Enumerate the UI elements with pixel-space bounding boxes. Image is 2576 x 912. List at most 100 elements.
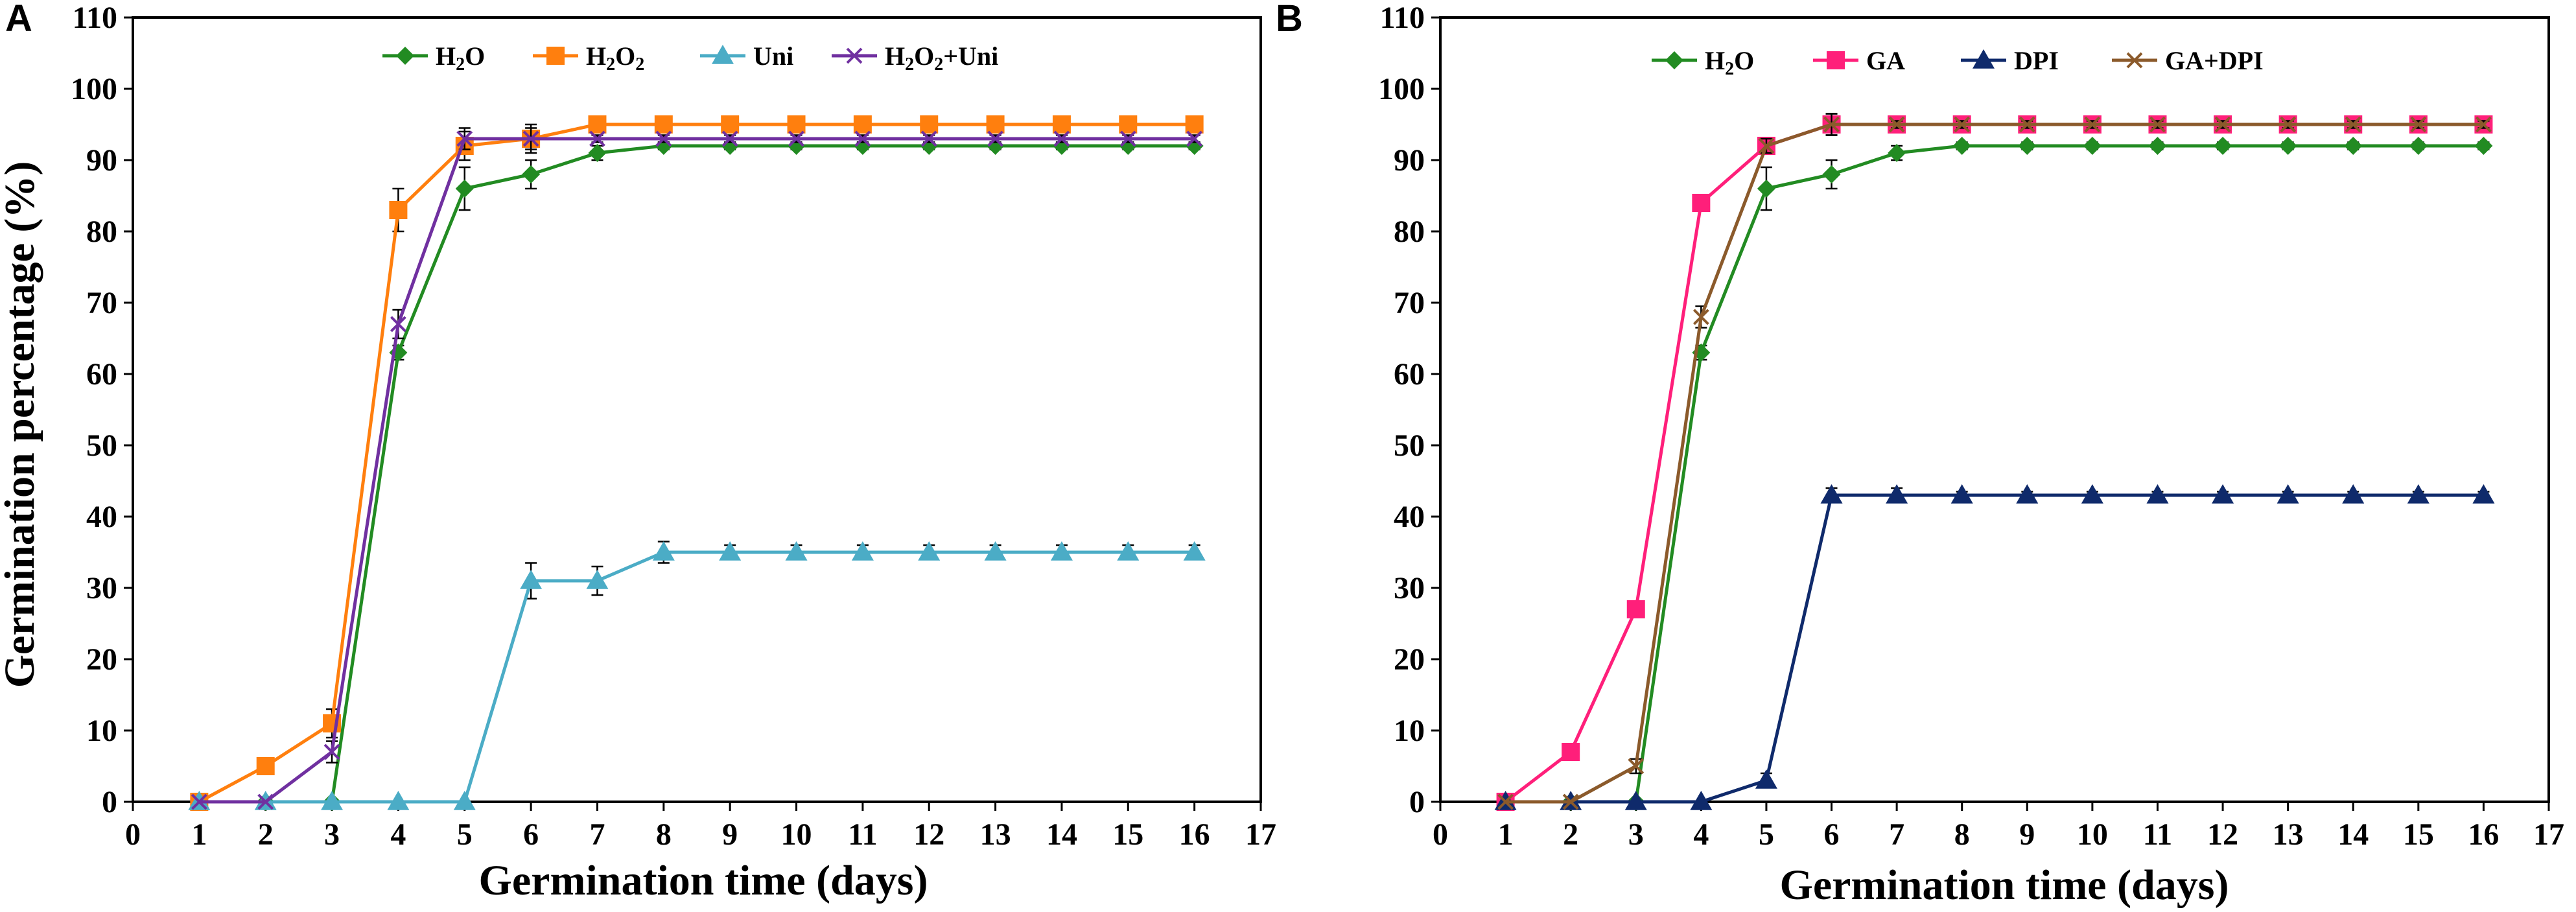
data-point [2474,137,2493,155]
marker-stroke [1186,130,1203,147]
data-point [1757,180,1775,198]
data-point [1822,165,1841,183]
data-point [586,570,609,589]
data-point [2409,137,2428,155]
data-point [1497,793,1514,810]
data-point [1758,137,1775,154]
data-point [918,541,941,561]
data-point [1755,769,1777,789]
data-point [721,137,740,155]
marker-stroke [2084,116,2101,133]
y-tick-label: 100 [71,72,117,106]
legend-label-part: GA+DPI [2165,46,2264,75]
series-h2o2 [190,115,1204,811]
marker-stroke [1758,137,1775,154]
legend-marker [846,47,863,64]
marker-stroke [323,743,340,760]
data-point [256,757,275,775]
y-tick-label: 80 [86,215,117,249]
y-tick-label: 90 [86,143,117,178]
series-h2o2-uni [191,127,1203,810]
data-point [986,137,1005,155]
plot-frame [132,16,1262,803]
legend-item-h2o2-uni: H2O2+Uni [832,41,998,75]
data-point [986,115,1005,134]
legend-label: H2O [436,41,485,75]
data-point [719,541,742,561]
data-point [257,793,274,810]
data-point [2019,116,2035,133]
series-line [199,144,1195,804]
legend-label-part: +Uni [943,41,998,71]
legend-label: GA [1866,46,1905,75]
data-point [984,541,1007,561]
data-point [1690,791,1713,810]
marker-stroke [2475,116,2492,133]
x-tick-label: 7 [1889,817,1904,852]
y-tick-label: 30 [86,571,117,605]
x-tick-label: 8 [1954,817,1970,852]
marker-stroke [846,47,863,64]
x-tick-label: 9 [2019,817,2035,852]
data-point [456,130,473,147]
x-tick-label: 11 [2143,817,2172,852]
data-point [2472,484,2495,504]
data-point [652,541,675,561]
marker-stroke [390,316,406,333]
data-point [1119,130,1136,147]
marker-stroke [920,130,937,147]
x-tick-label: 3 [324,817,340,852]
series-dpi [1494,484,2495,810]
legend-item-uni: Uni [700,41,793,71]
data-point [389,201,408,219]
data-point [2081,484,2103,504]
legend-label-part: O [1734,46,1754,75]
legend-label: H2O2 [586,41,644,75]
legend: H2O H2O2 Uni H2O2+Uni [382,41,998,75]
data-point [453,791,476,810]
legend-label: GA+DPI [2165,46,2264,75]
data-point [920,115,939,134]
legend-label-part: GA [1866,46,1905,75]
legend-label: H2O2+Uni [885,41,998,75]
x-tick-label: 17 [1245,817,1276,852]
x-tick-label: 10 [2077,817,2108,852]
legend-label-part: O [465,41,485,71]
legend-label: DPI [2014,46,2059,75]
x-tick-label: 14 [2337,817,2369,852]
y-tick-label: 110 [1380,1,1425,35]
data-point [787,115,806,134]
x-tick-label: 2 [258,817,274,852]
series-h2o [1496,137,2493,811]
x-tick-label: 2 [1563,817,1578,852]
legend-label-part: H [1705,46,1725,75]
data-point [2410,116,2427,133]
data-point [1950,484,1973,504]
data-point [920,137,939,155]
data-point [2084,116,2101,133]
y-tick-label: 110 [73,1,117,35]
y-tick-label: 0 [102,785,117,819]
marker-stroke [257,793,274,810]
data-point [390,316,406,333]
legend-label-part: H [885,41,905,71]
marker-stroke [589,130,605,147]
x-tick-label: 10 [781,817,812,852]
data-point [522,165,541,183]
marker-stroke [854,130,871,147]
legend-label-part: 2 [1725,59,1734,79]
data-point [854,130,871,147]
series-line [1505,493,2484,804]
series-h2o [190,137,1204,811]
y-tick-label: 60 [1394,357,1425,392]
data-point [455,180,474,198]
series-line [1505,123,2484,804]
data-point [2214,137,2232,155]
y-tick-label: 40 [1394,500,1425,534]
data-point [1186,130,1203,147]
y-tick-label: 40 [86,500,117,534]
data-point [588,115,607,134]
y-tick-label: 20 [1394,642,1425,677]
